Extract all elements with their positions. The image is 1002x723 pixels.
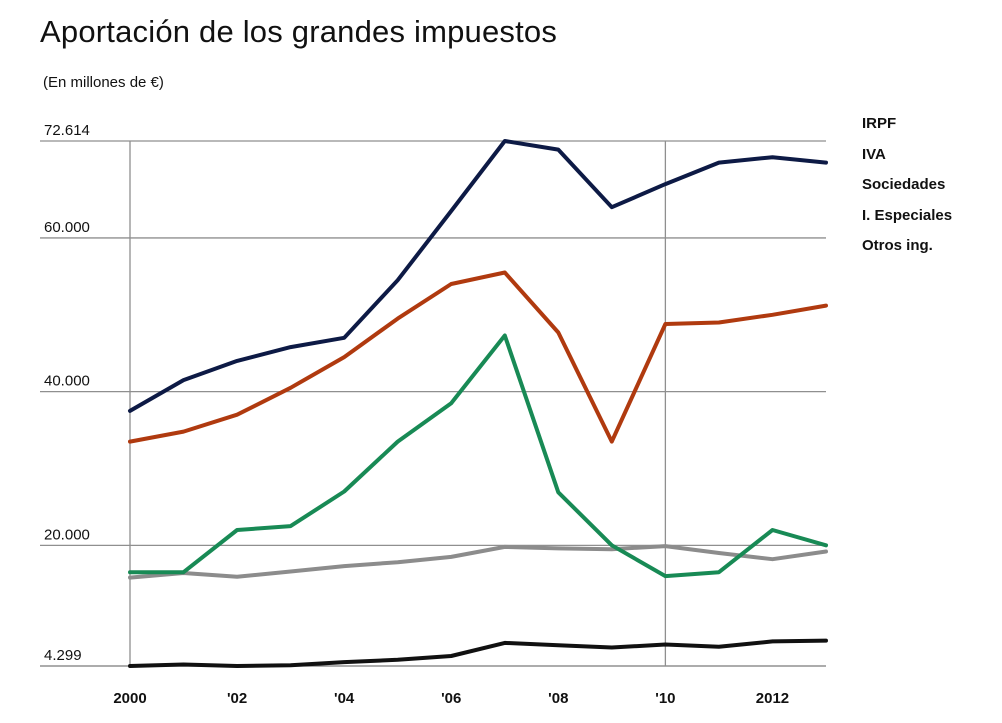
gridlines: [40, 140, 826, 667]
y-tick-labels: 72.614 60.000 40.000 20.000 4.299: [44, 122, 90, 664]
y-tick-label: 20.000: [44, 526, 90, 543]
y-tick-label: 60.000: [44, 219, 90, 236]
series-line-irpf: [128, 139, 828, 413]
y-tick-label: 40.000: [44, 373, 90, 390]
x-tick-label: 2000: [113, 690, 146, 707]
x-tick-label: 2012: [756, 690, 789, 707]
series-line-sociedades: [128, 333, 828, 579]
series-line-otros-ing: [128, 638, 828, 668]
x-tick-labels: 2000 '02 '04 '06 '08 '10 2012: [113, 690, 789, 707]
legend: IRPF IVA Sociedades I. Especiales Otros …: [862, 114, 952, 267]
chart-subtitle: (En millones de €): [43, 74, 164, 91]
chart-title: Aportación de los grandes impuestos: [40, 14, 558, 49]
x-tick-label: '10: [655, 690, 675, 707]
legend-item-irpf: IRPF: [862, 115, 897, 132]
x-tick-label: '04: [334, 690, 355, 707]
legend-item-especiales: I. Especiales: [862, 206, 953, 224]
series-line-iva: [128, 270, 828, 444]
vertical-gridlines: [129, 141, 667, 666]
series-line-i-especiales: [128, 544, 828, 580]
series-lines: [128, 139, 828, 668]
legend-item-sociedades: Sociedades: [862, 176, 946, 193]
legend-item-iva: IVA: [862, 145, 886, 163]
y-tick-label: 72.614: [44, 122, 90, 139]
x-tick-label: '08: [548, 690, 568, 707]
y-tick-label: 4.299: [44, 647, 82, 664]
x-tick-label: '06: [441, 690, 461, 707]
legend-item-otros: Otros ing.: [862, 237, 933, 254]
x-tick-label: '02: [227, 690, 247, 707]
